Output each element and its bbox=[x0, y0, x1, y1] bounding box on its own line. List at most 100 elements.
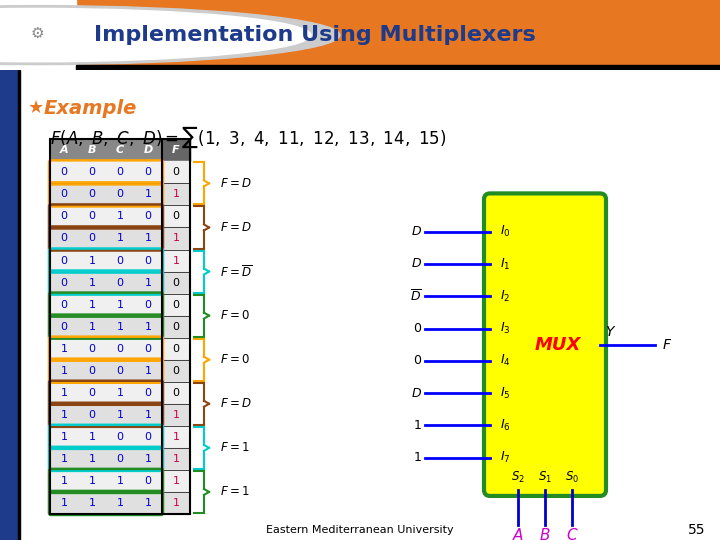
Text: 1: 1 bbox=[117, 476, 124, 486]
Text: 0: 0 bbox=[89, 388, 96, 398]
Text: 1: 1 bbox=[145, 498, 151, 508]
Text: A: A bbox=[60, 145, 68, 156]
Bar bbox=[50, 448, 190, 470]
Text: 1: 1 bbox=[173, 190, 179, 199]
Text: B: B bbox=[88, 145, 96, 156]
Bar bbox=[50, 249, 190, 272]
Text: 1: 1 bbox=[173, 498, 179, 508]
Text: $F = \overline{D}$: $F = \overline{D}$ bbox=[220, 264, 252, 280]
Text: $I_6$: $I_6$ bbox=[500, 418, 510, 433]
Text: $F = D$: $F = D$ bbox=[220, 221, 252, 234]
Text: $F(A,\ B,\ C,\ D) = \sum(1,\ 3,\ 4,\ 11,\ 12,\ 13,\ 14,\ 15)$: $F(A,\ B,\ C,\ D) = \sum(1,\ 3,\ 4,\ 11,… bbox=[50, 124, 446, 150]
Text: 0: 0 bbox=[60, 190, 68, 199]
Bar bbox=[50, 404, 190, 426]
Text: $I_1$: $I_1$ bbox=[500, 256, 510, 272]
Bar bbox=[50, 426, 190, 448]
Text: 1: 1 bbox=[89, 300, 96, 309]
Text: Eastern Mediterranean University: Eastern Mediterranean University bbox=[266, 525, 454, 535]
Text: 1: 1 bbox=[117, 300, 124, 309]
Text: 1: 1 bbox=[117, 233, 124, 244]
Text: $I_7$: $I_7$ bbox=[500, 450, 510, 465]
Bar bbox=[50, 184, 190, 205]
Text: $I_2$: $I_2$ bbox=[500, 289, 510, 304]
Text: 1: 1 bbox=[60, 476, 68, 486]
Text: 1: 1 bbox=[145, 410, 151, 420]
Bar bbox=[50, 294, 190, 315]
Text: $I_5$: $I_5$ bbox=[500, 386, 510, 401]
Text: 0: 0 bbox=[60, 278, 68, 288]
Text: 1: 1 bbox=[60, 498, 68, 508]
Text: 0: 0 bbox=[173, 167, 179, 177]
Text: $C$: $C$ bbox=[566, 527, 578, 540]
Text: 0: 0 bbox=[117, 432, 124, 442]
Text: 0: 0 bbox=[145, 167, 151, 177]
Text: 0: 0 bbox=[89, 343, 96, 354]
Text: 0: 0 bbox=[89, 167, 96, 177]
Bar bbox=[50, 382, 190, 404]
Text: 0: 0 bbox=[60, 255, 68, 266]
Text: 0: 0 bbox=[145, 255, 151, 266]
Text: $F = D$: $F = D$ bbox=[220, 177, 252, 190]
Text: 1: 1 bbox=[145, 322, 151, 332]
Circle shape bbox=[0, 9, 311, 62]
Bar bbox=[50, 492, 190, 514]
Text: C: C bbox=[116, 145, 124, 156]
Text: 0: 0 bbox=[145, 212, 151, 221]
Text: 0: 0 bbox=[117, 454, 124, 464]
Text: 1: 1 bbox=[173, 255, 179, 266]
Text: 1: 1 bbox=[60, 454, 68, 464]
Text: 1: 1 bbox=[89, 432, 96, 442]
Bar bbox=[18, 70, 20, 540]
Bar bbox=[50, 470, 190, 492]
Text: $\overline{D}$: $\overline{D}$ bbox=[410, 288, 422, 304]
Bar bbox=[50, 338, 190, 360]
Bar bbox=[76, 65, 720, 70]
Text: 0: 0 bbox=[60, 322, 68, 332]
Text: $1$: $1$ bbox=[413, 419, 422, 432]
Text: 0: 0 bbox=[60, 300, 68, 309]
Text: 1: 1 bbox=[117, 410, 124, 420]
Text: $I_0$: $I_0$ bbox=[500, 224, 510, 239]
Circle shape bbox=[0, 5, 340, 65]
Text: 0: 0 bbox=[89, 410, 96, 420]
Text: 1: 1 bbox=[60, 343, 68, 354]
Text: $S_2$: $S_2$ bbox=[511, 470, 525, 485]
Text: 1: 1 bbox=[173, 476, 179, 486]
Text: 1: 1 bbox=[173, 233, 179, 244]
Text: 1: 1 bbox=[173, 432, 179, 442]
Text: $D$: $D$ bbox=[411, 225, 422, 238]
Text: $F$: $F$ bbox=[662, 338, 672, 352]
Text: 1: 1 bbox=[89, 454, 96, 464]
Text: 0: 0 bbox=[173, 343, 179, 354]
Text: 1: 1 bbox=[60, 410, 68, 420]
Text: 0: 0 bbox=[145, 343, 151, 354]
Text: 1: 1 bbox=[117, 212, 124, 221]
Text: 0: 0 bbox=[60, 167, 68, 177]
Text: 1: 1 bbox=[145, 366, 151, 376]
Bar bbox=[50, 205, 190, 227]
Bar bbox=[0, 70, 18, 540]
Text: $S_0$: $S_0$ bbox=[565, 470, 579, 485]
Text: $Y$: $Y$ bbox=[605, 325, 616, 339]
Text: $D$: $D$ bbox=[411, 387, 422, 400]
Bar bbox=[50, 227, 190, 249]
Text: 1: 1 bbox=[60, 432, 68, 442]
Bar bbox=[0, 0, 76, 70]
Text: $1$: $1$ bbox=[413, 451, 422, 464]
Text: $0$: $0$ bbox=[413, 354, 422, 367]
Text: 1: 1 bbox=[117, 388, 124, 398]
Text: 0: 0 bbox=[60, 233, 68, 244]
Text: D: D bbox=[143, 145, 153, 156]
Text: Example: Example bbox=[44, 99, 138, 118]
Text: $D$: $D$ bbox=[411, 258, 422, 271]
Text: 0: 0 bbox=[173, 212, 179, 221]
Bar bbox=[50, 315, 190, 338]
Text: 1: 1 bbox=[89, 498, 96, 508]
Text: 0: 0 bbox=[89, 366, 96, 376]
Text: 1: 1 bbox=[173, 454, 179, 464]
Text: 1: 1 bbox=[173, 410, 179, 420]
Text: Implementation Using Multiplexers: Implementation Using Multiplexers bbox=[94, 25, 536, 45]
Text: ★: ★ bbox=[28, 99, 44, 117]
Text: 1: 1 bbox=[145, 454, 151, 464]
Text: 0: 0 bbox=[145, 432, 151, 442]
